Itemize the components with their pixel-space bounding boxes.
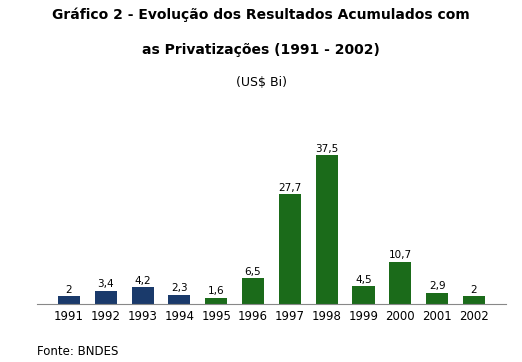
Text: Fonte: BNDES: Fonte: BNDES bbox=[37, 345, 118, 358]
Bar bbox=[205, 298, 227, 304]
Text: (US$ Bi): (US$ Bi) bbox=[235, 76, 287, 89]
Bar bbox=[169, 295, 191, 304]
Bar bbox=[463, 296, 485, 304]
Text: Gráfico 2 - Evolução dos Resultados Acumulados com: Gráfico 2 - Evolução dos Resultados Acum… bbox=[52, 7, 470, 22]
Text: 37,5: 37,5 bbox=[315, 144, 338, 154]
Bar bbox=[316, 155, 338, 304]
Bar bbox=[279, 194, 301, 304]
Bar bbox=[58, 296, 80, 304]
Text: 2: 2 bbox=[66, 285, 72, 295]
Bar bbox=[132, 287, 153, 304]
Text: 2,3: 2,3 bbox=[171, 283, 188, 293]
Text: 10,7: 10,7 bbox=[389, 250, 412, 260]
Text: 27,7: 27,7 bbox=[278, 183, 302, 193]
Text: 6,5: 6,5 bbox=[245, 267, 262, 277]
Bar bbox=[94, 291, 117, 304]
Text: 3,4: 3,4 bbox=[98, 279, 114, 289]
Bar bbox=[389, 262, 411, 304]
Text: 4,2: 4,2 bbox=[134, 276, 151, 286]
Bar bbox=[242, 278, 264, 304]
Text: 1,6: 1,6 bbox=[208, 286, 224, 296]
Bar bbox=[352, 286, 374, 304]
Text: 4,5: 4,5 bbox=[355, 275, 372, 285]
Text: 2: 2 bbox=[471, 285, 477, 295]
Bar bbox=[426, 292, 448, 304]
Text: 2,9: 2,9 bbox=[429, 281, 445, 291]
Text: as Privatizações (1991 - 2002): as Privatizações (1991 - 2002) bbox=[142, 43, 380, 58]
